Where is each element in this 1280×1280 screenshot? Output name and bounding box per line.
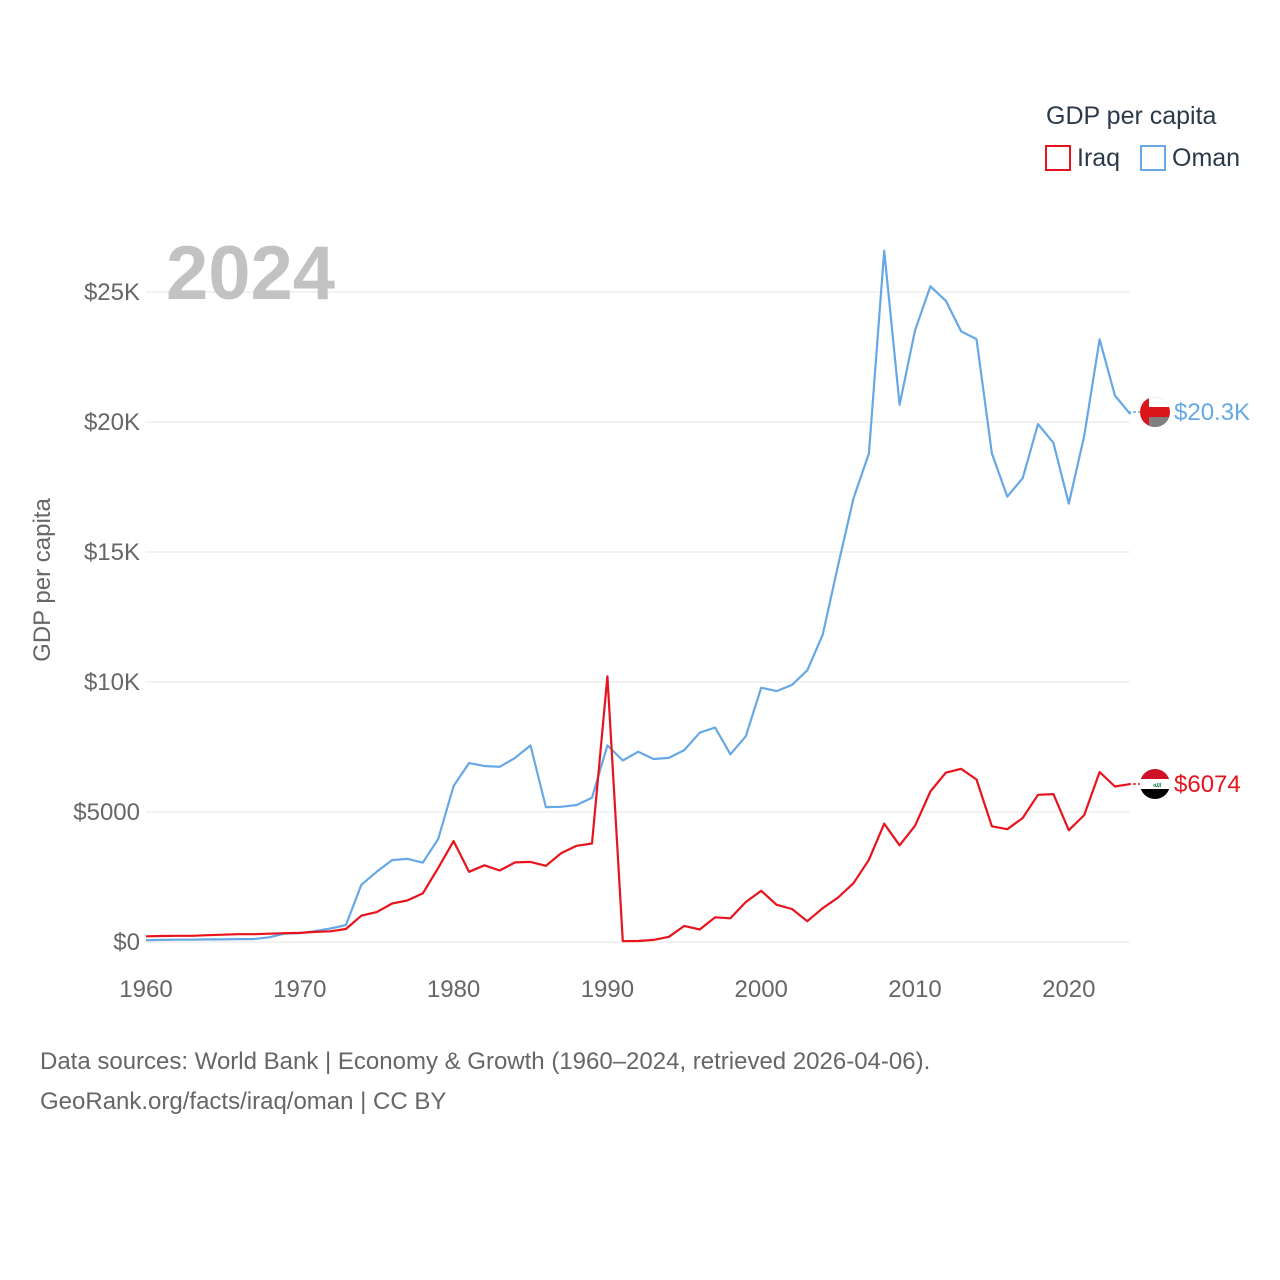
footer: Data sources: World Bank | Economy & Gro… bbox=[40, 1042, 930, 1122]
y-tick-label: $5000 bbox=[73, 799, 140, 826]
footer-sources: Data sources: World Bank | Economy & Gro… bbox=[40, 1048, 931, 1075]
legend-swatch-oman[interactable] bbox=[1140, 145, 1166, 171]
x-tick-label: 1960 bbox=[119, 976, 172, 1003]
footer-attribution[interactable]: GeoRank.org/facts/iraq/oman | CC BY bbox=[40, 1088, 447, 1115]
x-tick-label: 1990 bbox=[581, 976, 634, 1003]
y-tick-label: $10K bbox=[84, 669, 140, 696]
oman-series-line[interactable] bbox=[145, 249, 1132, 942]
y-tick-label: $20K bbox=[84, 409, 140, 436]
y-tick-label: $0 bbox=[113, 929, 140, 956]
x-tick-label: 2000 bbox=[735, 976, 788, 1003]
x-tick-label: 1970 bbox=[273, 976, 326, 1003]
legend: GDP per capita Iraq Oman bbox=[1045, 102, 1240, 172]
iraq-end-label: $6074 bbox=[1174, 771, 1241, 798]
series-lines bbox=[145, 249, 1132, 943]
y-tick-label: $25K bbox=[84, 279, 140, 306]
y-axis-ticks: $0 $5000 $10K $15K $20K $25K bbox=[73, 279, 140, 956]
x-tick-label: 2020 bbox=[1042, 976, 1095, 1003]
legend-title: GDP per capita bbox=[1046, 102, 1217, 130]
y-axis-title: GDP per capita bbox=[29, 498, 56, 662]
legend-label-oman[interactable]: Oman bbox=[1172, 144, 1240, 172]
x-axis-ticks: 1960 1970 1980 1990 2000 2010 2020 bbox=[119, 976, 1095, 1003]
iraq-series-line[interactable] bbox=[145, 675, 1131, 943]
iraq-flag-icon: ﷲ bbox=[1140, 769, 1170, 799]
svg-text:ﷲ: ﷲ bbox=[1153, 781, 1161, 789]
oman-flag-icon bbox=[1140, 397, 1170, 427]
gridlines bbox=[146, 291, 1130, 943]
legend-label-iraq[interactable]: Iraq bbox=[1077, 144, 1120, 172]
y-tick-label: $15K bbox=[84, 539, 140, 566]
oman-end-label: $20.3K bbox=[1174, 399, 1250, 426]
legend-swatch-iraq[interactable] bbox=[1045, 145, 1071, 171]
year-label: 2024 bbox=[166, 231, 335, 316]
x-tick-label: 1980 bbox=[427, 976, 480, 1003]
x-tick-label: 2010 bbox=[888, 976, 941, 1003]
